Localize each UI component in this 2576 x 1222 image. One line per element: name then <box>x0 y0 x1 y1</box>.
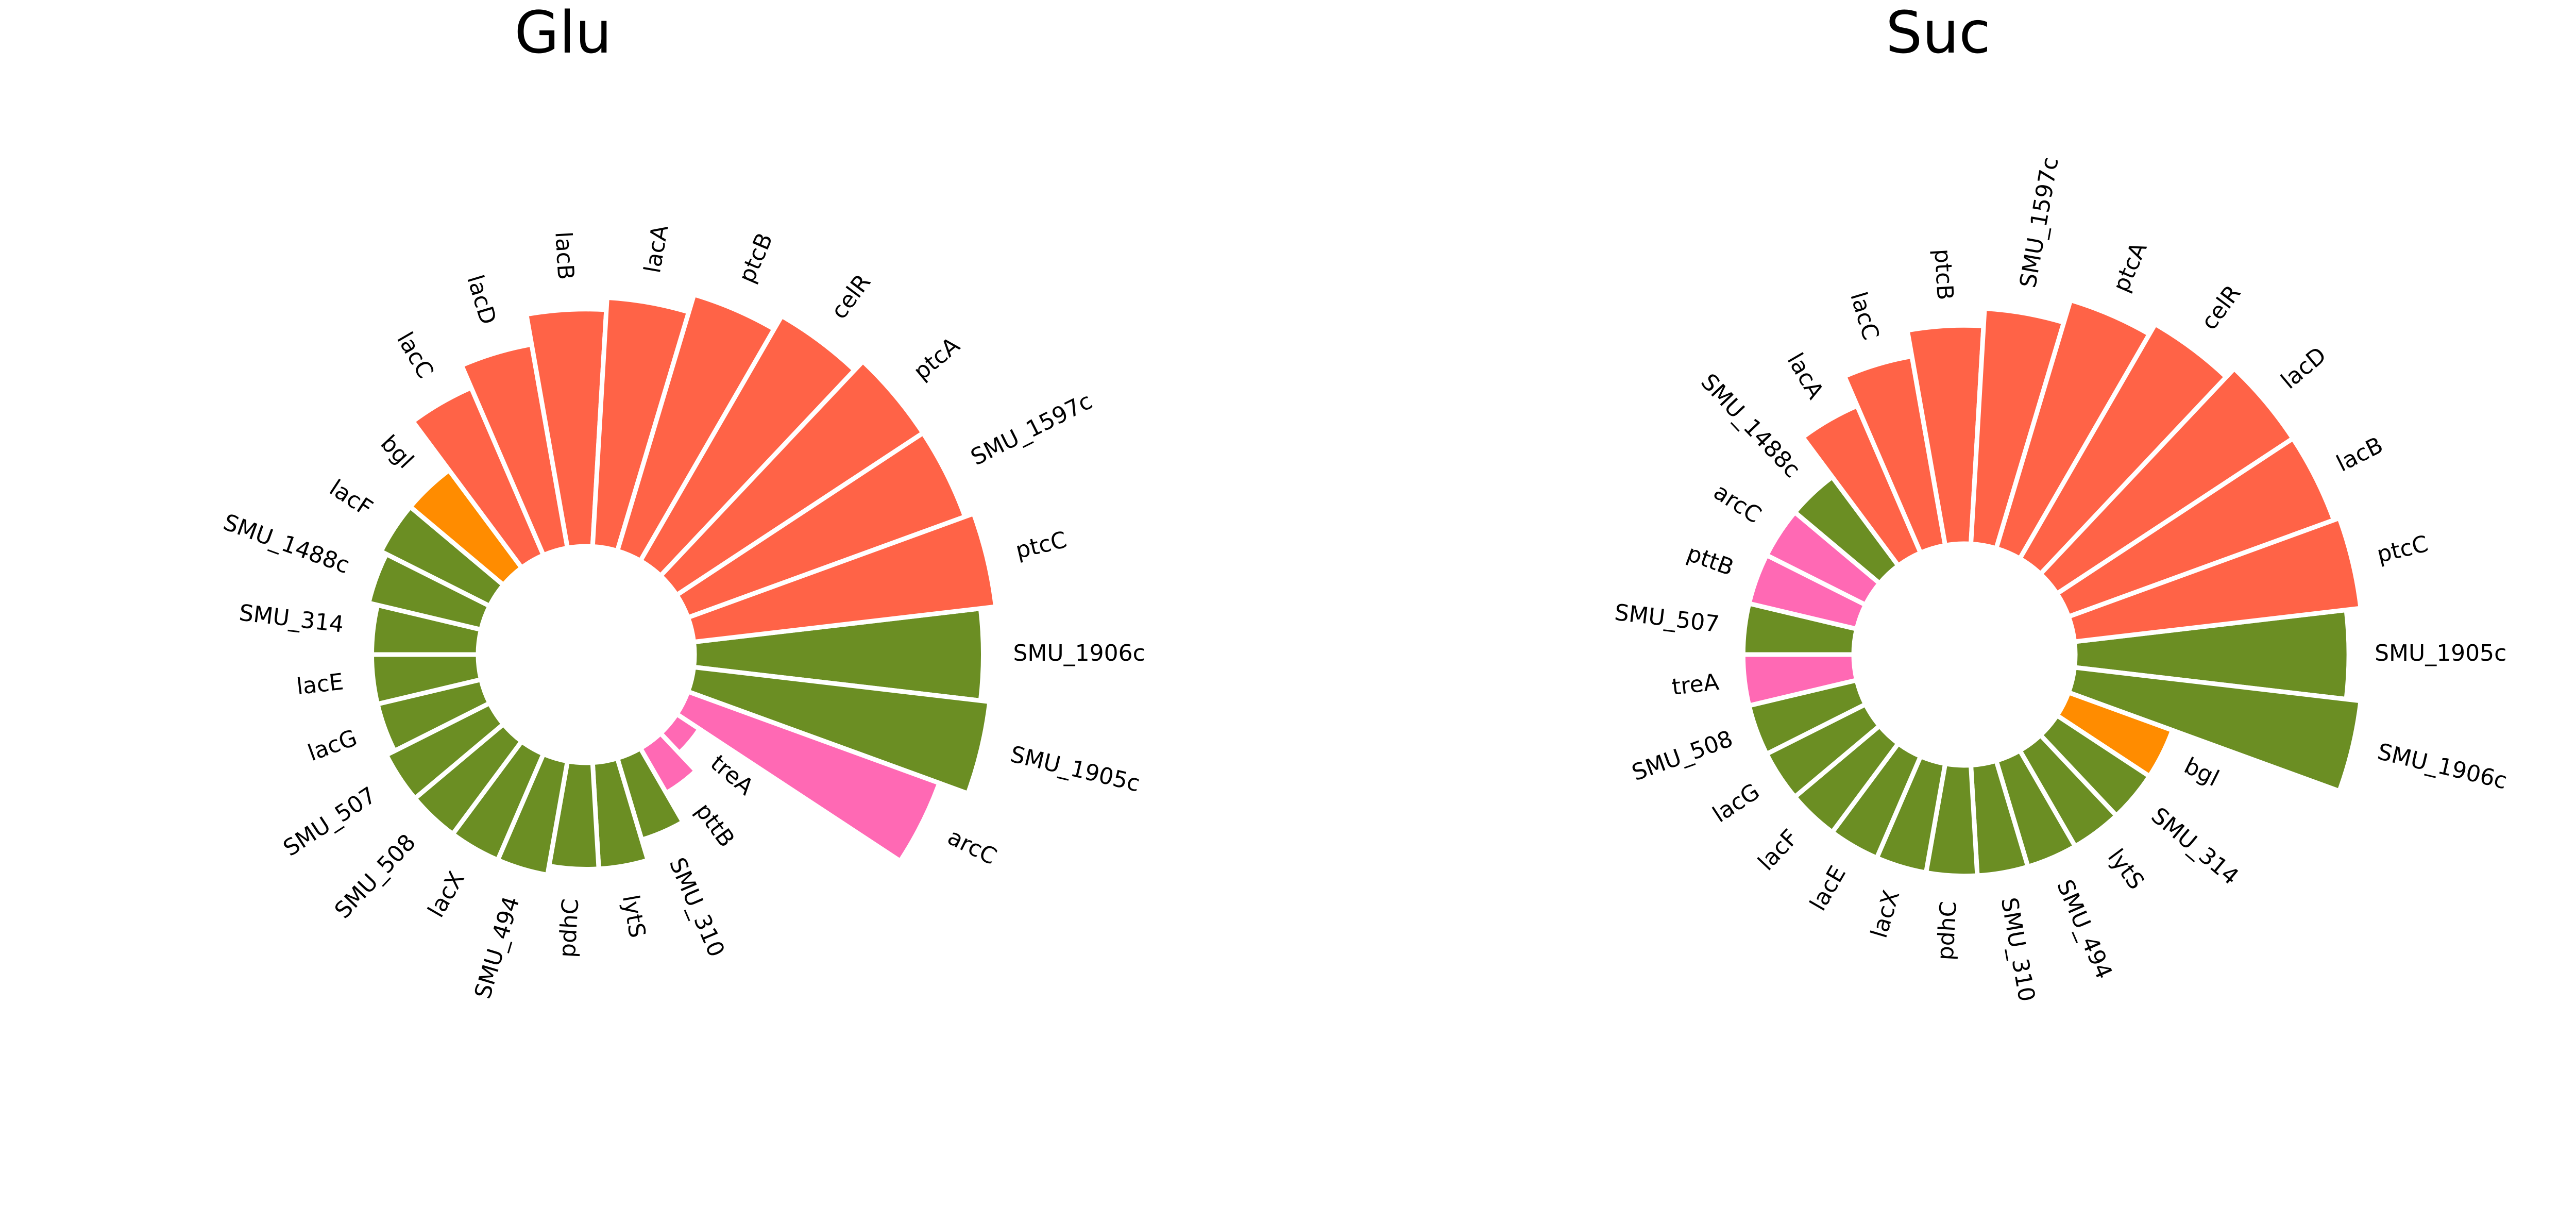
bar-glu-smu-1597c <box>673 429 968 621</box>
bar-glu-celr <box>637 312 858 579</box>
bar-glu-ptca <box>657 358 926 598</box>
label-glu-smu-1906c: SMU_1906c <box>1013 640 1145 666</box>
bar-suc-smu-1905c <box>2072 607 2351 702</box>
label-suc-trea: treA <box>1670 669 1720 700</box>
bar-suc-smu-1906c <box>2065 664 2364 794</box>
bar-glu-smu-1906c <box>691 606 986 704</box>
label-glu-lacb: lacB <box>550 231 579 280</box>
bar-glu-ptcb <box>614 291 777 564</box>
bar-group-glu <box>366 291 998 878</box>
bar-suc-smu-1597c <box>1968 306 2067 551</box>
label-suc-ptcb: ptcB <box>1929 248 1958 300</box>
label-glu-pdhc: pdhC <box>554 898 584 958</box>
label-suc-pdhc: pdhC <box>1932 900 1962 961</box>
bar-glu-ptcc <box>685 510 998 645</box>
bar-suc-ptcc <box>2065 515 2364 645</box>
bar-glu-laca <box>590 295 692 554</box>
chart-title-suc: Suc <box>1886 0 1991 66</box>
bar-glu-smu-507 <box>383 700 507 802</box>
bar-group-suc <box>1740 297 2364 879</box>
bar-suc-lacd <box>2037 365 2296 597</box>
bar-glu-smu-1905c <box>685 664 992 797</box>
bar-glu-arcc <box>673 689 942 864</box>
chart-title-glu: Glu <box>515 0 612 66</box>
bar-suc-ptca <box>1993 297 2153 562</box>
bar-suc-celr <box>2016 321 2230 577</box>
label-glu-lace: lacE <box>295 668 345 700</box>
bar-suc-ptcb <box>1904 323 1986 548</box>
bar-glu-lacb <box>523 307 609 551</box>
label-suc-smu-1905c: SMU_1905c <box>2375 640 2506 666</box>
bar-suc-lacb <box>2054 435 2337 620</box>
